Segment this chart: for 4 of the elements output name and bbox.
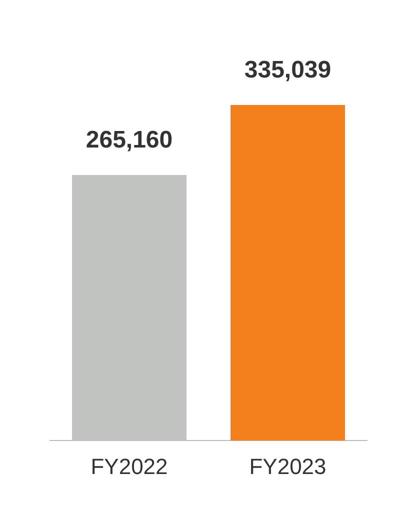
x-tick-label: FY2022: [90, 454, 168, 479]
data-label: 265,160: [86, 126, 173, 154]
data-label: 335,039: [244, 56, 332, 84]
x-tick-label: FY2023: [249, 454, 326, 479]
